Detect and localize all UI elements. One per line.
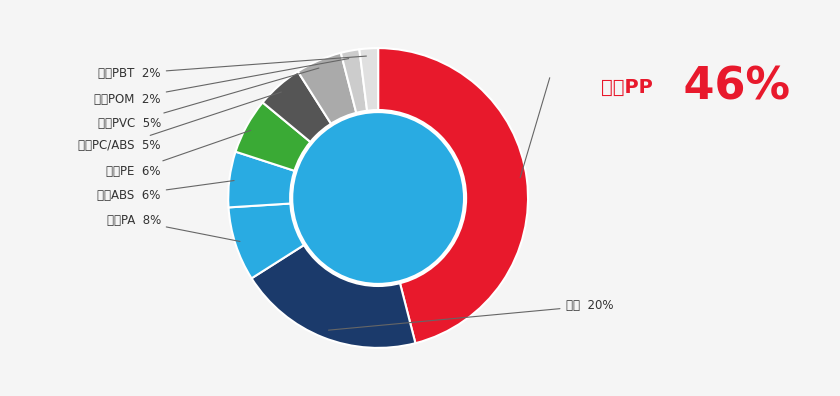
Text: 改性PA  8%: 改性PA 8% (107, 214, 240, 242)
Wedge shape (378, 48, 528, 343)
Text: 改性PVC  5%: 改性PVC 5% (97, 68, 319, 129)
Wedge shape (251, 198, 416, 348)
Wedge shape (263, 71, 378, 198)
Wedge shape (235, 103, 378, 198)
Text: 改性POM  2%: 改性POM 2% (94, 59, 349, 106)
Text: 改性ABS  6%: 改性ABS 6% (97, 181, 234, 202)
Text: 改性PP: 改性PP (601, 78, 653, 97)
Text: 改性PBT  2%: 改性PBT 2% (98, 56, 366, 80)
Wedge shape (228, 198, 378, 278)
Wedge shape (228, 152, 378, 208)
Text: 其他  20%: 其他 20% (328, 299, 613, 330)
Wedge shape (341, 49, 378, 198)
Wedge shape (298, 53, 378, 198)
Text: 改性PC/ABS  5%: 改性PC/ABS 5% (78, 92, 281, 152)
Wedge shape (360, 48, 378, 198)
Circle shape (291, 111, 465, 285)
Text: 改性PE  6%: 改性PE 6% (107, 130, 250, 177)
Text: 46%: 46% (668, 66, 790, 109)
